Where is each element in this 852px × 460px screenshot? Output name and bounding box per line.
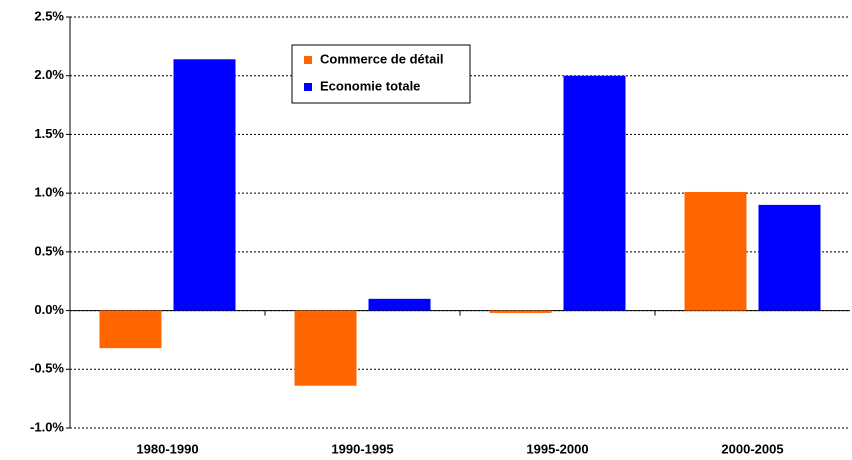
- legend-swatch: [304, 56, 312, 64]
- x-tick-label: 2000-2005: [721, 441, 783, 456]
- y-tick-label: 2.5%: [34, 8, 64, 23]
- bar: [758, 204, 821, 311]
- bar: [368, 298, 431, 311]
- bar: [99, 310, 162, 349]
- y-tick-label: 1.0%: [34, 185, 64, 200]
- bar: [173, 59, 236, 311]
- legend-label: Commerce de détail: [320, 51, 444, 66]
- y-tick-label: 1.5%: [34, 126, 64, 141]
- bar: [489, 310, 552, 313]
- bar: [563, 75, 626, 311]
- bar: [684, 191, 747, 311]
- y-tick-label: -0.5%: [30, 361, 64, 376]
- legend-label: Economie totale: [320, 78, 420, 93]
- y-tick-label: 0.5%: [34, 243, 64, 258]
- y-tick-label: 2.0%: [34, 67, 64, 82]
- x-tick-label: 1995-2000: [526, 441, 588, 456]
- legend-box: [291, 44, 471, 104]
- legend-swatch: [304, 83, 312, 91]
- bar: [294, 310, 357, 386]
- y-tick-label: 0.0%: [34, 302, 64, 317]
- x-tick-label: 1990-1995: [331, 441, 393, 456]
- x-tick-label: 1980-1990: [136, 441, 198, 456]
- y-tick-label: -1.0%: [30, 419, 64, 434]
